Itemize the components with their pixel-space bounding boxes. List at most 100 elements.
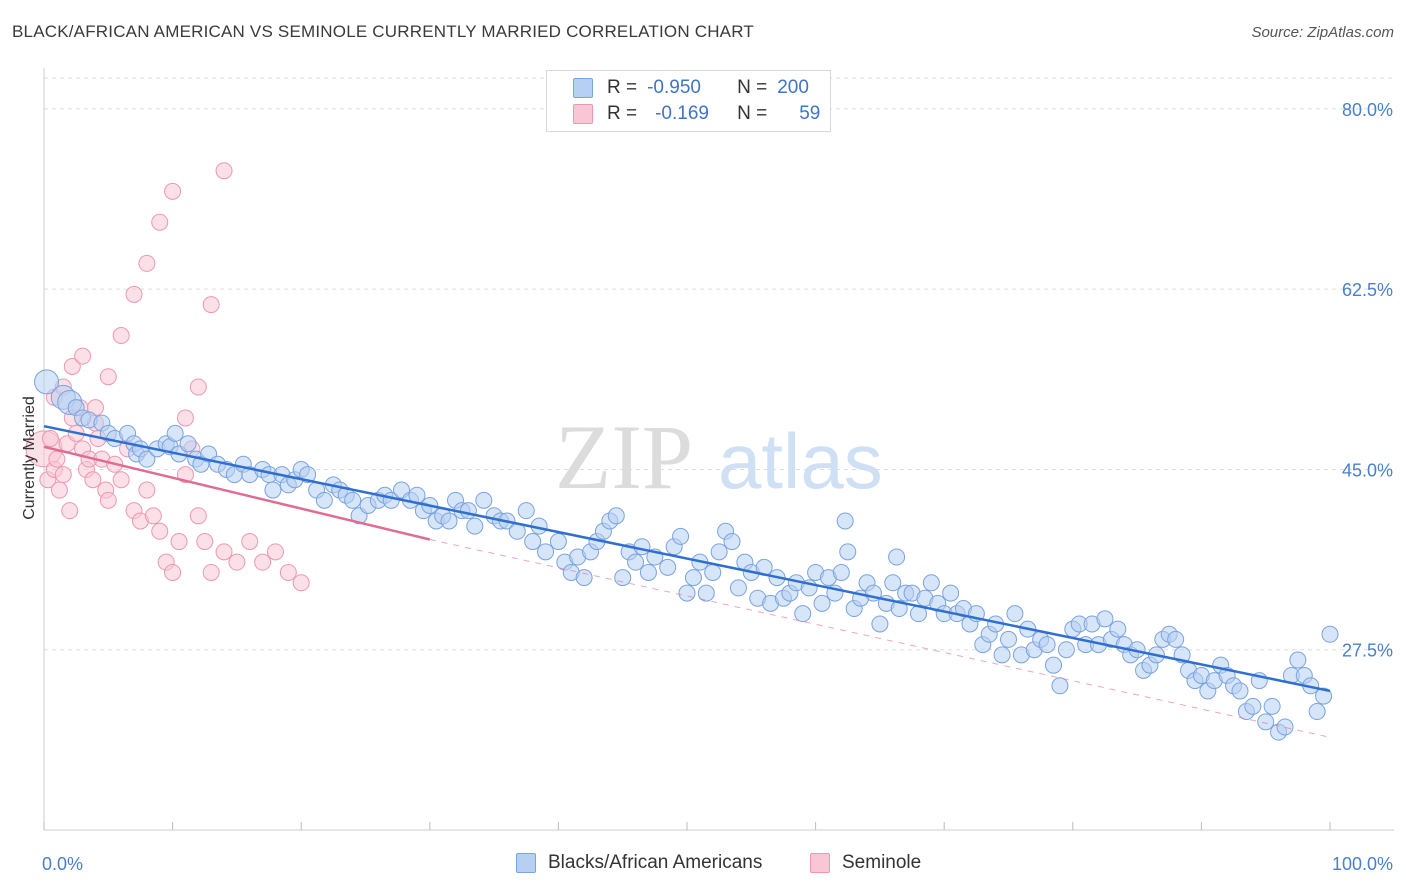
black-point — [1167, 630, 1185, 648]
black-point — [1038, 636, 1056, 654]
black-point — [138, 450, 156, 468]
black-point — [659, 558, 677, 576]
black-point — [639, 563, 657, 581]
seminole-point — [74, 347, 92, 365]
seminole-point — [241, 533, 259, 551]
seminole-point — [48, 450, 66, 468]
legend-swatch-blue — [516, 853, 536, 873]
black-point — [475, 491, 493, 509]
r-value: -0.169 — [655, 103, 709, 124]
seminole-point — [279, 563, 297, 581]
legend-swatch-pink — [810, 853, 830, 873]
seminole-point — [202, 296, 220, 314]
black-point — [710, 543, 728, 561]
black-point — [575, 569, 593, 587]
legend-swatch-pink — [573, 104, 593, 124]
black-point — [1006, 605, 1024, 623]
black-point — [1096, 610, 1114, 628]
x-tick-label: 100.0% — [1332, 854, 1393, 874]
seminole-point — [215, 162, 233, 180]
black-trend-line — [43, 424, 1331, 693]
black-point — [813, 594, 831, 612]
black-point — [264, 481, 282, 499]
r-label: R = — [607, 77, 638, 98]
legend-item-seminole: Seminole — [810, 852, 921, 874]
seminole-point — [196, 533, 214, 551]
black-point — [315, 491, 333, 509]
chart-title: BLACK/AFRICAN AMERICAN VS SEMINOLE CURRE… — [12, 22, 754, 41]
seminole-point — [112, 327, 130, 345]
n-label: N = — [737, 77, 768, 98]
seminole-point — [63, 357, 81, 375]
black-point — [704, 563, 722, 581]
black-point — [678, 584, 696, 602]
seminole-point — [112, 471, 130, 489]
black-point — [1057, 641, 1075, 659]
seminole-point — [99, 491, 117, 509]
seminole-point — [202, 563, 220, 581]
seminole-points — [25, 162, 310, 592]
seminole-point — [228, 553, 246, 571]
seminole-point — [54, 466, 72, 484]
r-label: R = — [607, 103, 638, 124]
y-tick-label: 27.5% — [1342, 641, 1393, 661]
black-point — [633, 538, 651, 556]
black-point — [884, 574, 902, 592]
seminole-point — [61, 502, 79, 520]
stats-row-seminole: R = -0.169 N = 59 — [573, 102, 820, 126]
black-point — [1321, 625, 1339, 643]
black-point — [549, 533, 567, 551]
black-point — [1244, 697, 1262, 715]
seminole-point — [84, 471, 102, 489]
seminole-point — [151, 522, 169, 540]
n-value: 59 — [799, 103, 821, 124]
r-value: -0.950 — [647, 77, 701, 98]
black-point — [839, 543, 857, 561]
black-point — [1315, 687, 1333, 705]
black-point — [344, 491, 362, 509]
black-point — [614, 569, 632, 587]
seminole-point — [41, 430, 59, 448]
y-axis-label: Currently Married — [21, 396, 38, 520]
y-tick-label: 45.0% — [1342, 460, 1393, 480]
seminole-point — [138, 481, 156, 499]
seminole-point — [144, 507, 162, 525]
stats-row-black: R = -0.950 N = 200 — [573, 76, 809, 100]
seminole-point — [164, 563, 182, 581]
seminole-point — [176, 409, 194, 427]
trend-lines — [43, 424, 1331, 738]
black-point — [517, 502, 535, 520]
black-point — [729, 579, 747, 597]
seminole-point — [189, 507, 207, 525]
black-point — [1231, 682, 1249, 700]
black-point — [466, 517, 484, 535]
black-point — [1000, 630, 1017, 648]
seminole-point — [151, 213, 169, 231]
watermark: ZIP atlas — [555, 406, 883, 508]
seminole-point — [138, 254, 156, 272]
black-point — [1276, 718, 1294, 736]
black-point — [459, 502, 477, 520]
black-point — [794, 605, 812, 623]
black-point — [1289, 651, 1307, 669]
seminole-point — [99, 368, 117, 386]
seminole-point — [254, 553, 272, 571]
legend-label-black: Blacks/African Americans — [548, 852, 763, 873]
black-point — [723, 533, 741, 551]
y-tick-label: 80.0% — [1342, 100, 1393, 120]
black-point — [1109, 620, 1127, 638]
source-label: Source: ZipAtlas.com — [1251, 24, 1394, 41]
y-tick-label: 62.5% — [1342, 280, 1393, 300]
stats-legend: R = -0.950 N = 200 R = -0.169 N = 59 — [546, 70, 831, 132]
black-point — [1045, 656, 1063, 674]
black-point — [832, 563, 850, 581]
tick-labels: 27.5% 45.0% 62.5% 80.0% 0.0% 100.0% — [42, 100, 1393, 874]
legend-swatch-blue — [573, 78, 593, 98]
seminole-point — [164, 182, 182, 200]
black-point — [672, 527, 690, 545]
watermark-zip: ZIP — [555, 406, 693, 508]
black-point — [537, 543, 555, 561]
black-point — [34, 369, 60, 395]
black-point — [607, 507, 625, 525]
